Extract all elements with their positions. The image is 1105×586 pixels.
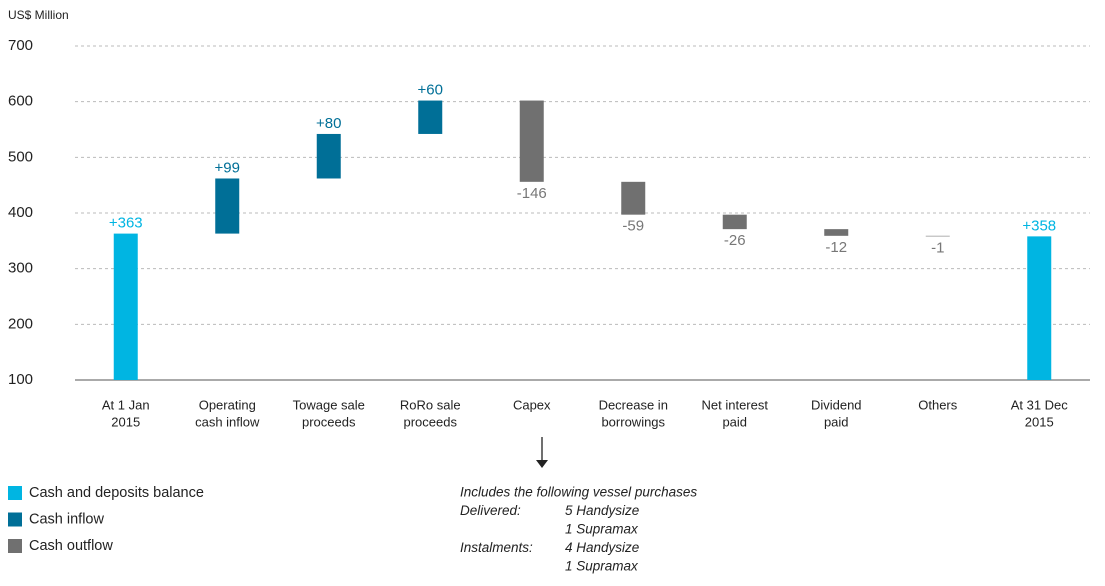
x-tick-label: Net interest <box>702 397 769 412</box>
data-label: -59 <box>622 218 644 235</box>
annotation-label: Delivered: <box>460 503 521 518</box>
legend-swatch <box>8 486 22 500</box>
x-tick-label: cash inflow <box>195 414 260 429</box>
y-tick-label: 600 <box>8 93 33 110</box>
data-label: +363 <box>109 215 143 232</box>
data-label: -12 <box>825 239 847 256</box>
bar <box>113 233 138 380</box>
x-tick-label: 2015 <box>1025 414 1054 429</box>
bar <box>418 100 443 134</box>
y-tick-label: 300 <box>8 260 33 277</box>
annotation-label: Instalments: <box>460 540 533 555</box>
x-tick-label: At 1 Jan <box>102 397 150 412</box>
data-label: -146 <box>517 185 547 202</box>
x-tick-label: paid <box>722 414 747 429</box>
bar <box>1027 236 1052 380</box>
y-tick-label: 200 <box>8 315 33 332</box>
bar <box>621 181 646 215</box>
x-tick-label: 2015 <box>111 414 140 429</box>
y-tick-label: 400 <box>8 204 33 221</box>
x-tick-label: Towage sale <box>293 397 365 412</box>
legend-swatch <box>8 539 22 553</box>
y-tick-label: 100 <box>8 371 33 388</box>
x-tick-label: proceeds <box>404 414 458 429</box>
annotation-item: 1 Supramax <box>565 522 639 537</box>
bar <box>316 133 341 179</box>
data-label: -1 <box>931 239 944 256</box>
x-tick-label: Operating <box>199 397 256 412</box>
data-label: -26 <box>724 232 746 249</box>
x-tick-label: Dividend <box>811 397 862 412</box>
data-label: +99 <box>215 159 240 176</box>
y-axis-label: US$ Million <box>8 8 69 22</box>
x-tick-label: borrowings <box>601 414 665 429</box>
annotation-item: 1 Supramax <box>565 559 639 574</box>
y-tick-label: 700 <box>8 37 33 54</box>
bar <box>722 214 747 230</box>
data-label: +80 <box>316 115 341 132</box>
x-tick-label: RoRo sale <box>400 397 461 412</box>
legend-label: Cash outflow <box>29 538 113 554</box>
annotation-item: 5 Handysize <box>565 503 639 518</box>
x-tick-label: Others <box>918 397 958 412</box>
x-tick-label: Capex <box>513 397 551 412</box>
bar <box>215 178 240 234</box>
annotation-item: 4 Handysize <box>565 540 639 555</box>
capex-arrow <box>536 437 548 468</box>
legend-swatch <box>8 512 22 527</box>
legend-label: Cash and deposits balance <box>29 485 204 501</box>
x-tick-label: proceeds <box>302 414 356 429</box>
x-tick-label: paid <box>824 414 849 429</box>
x-tick-label: Decrease in <box>599 397 668 412</box>
bar <box>925 235 950 237</box>
data-label: +60 <box>418 82 443 99</box>
bar <box>519 100 544 182</box>
annotation-title: Includes the following vessel purchases <box>460 485 697 500</box>
bar <box>824 229 849 236</box>
x-tick-label: At 31 Dec <box>1011 397 1069 412</box>
legend-label: Cash inflow <box>29 511 104 527</box>
data-label: +358 <box>1022 217 1056 234</box>
y-tick-label: 500 <box>8 148 33 165</box>
